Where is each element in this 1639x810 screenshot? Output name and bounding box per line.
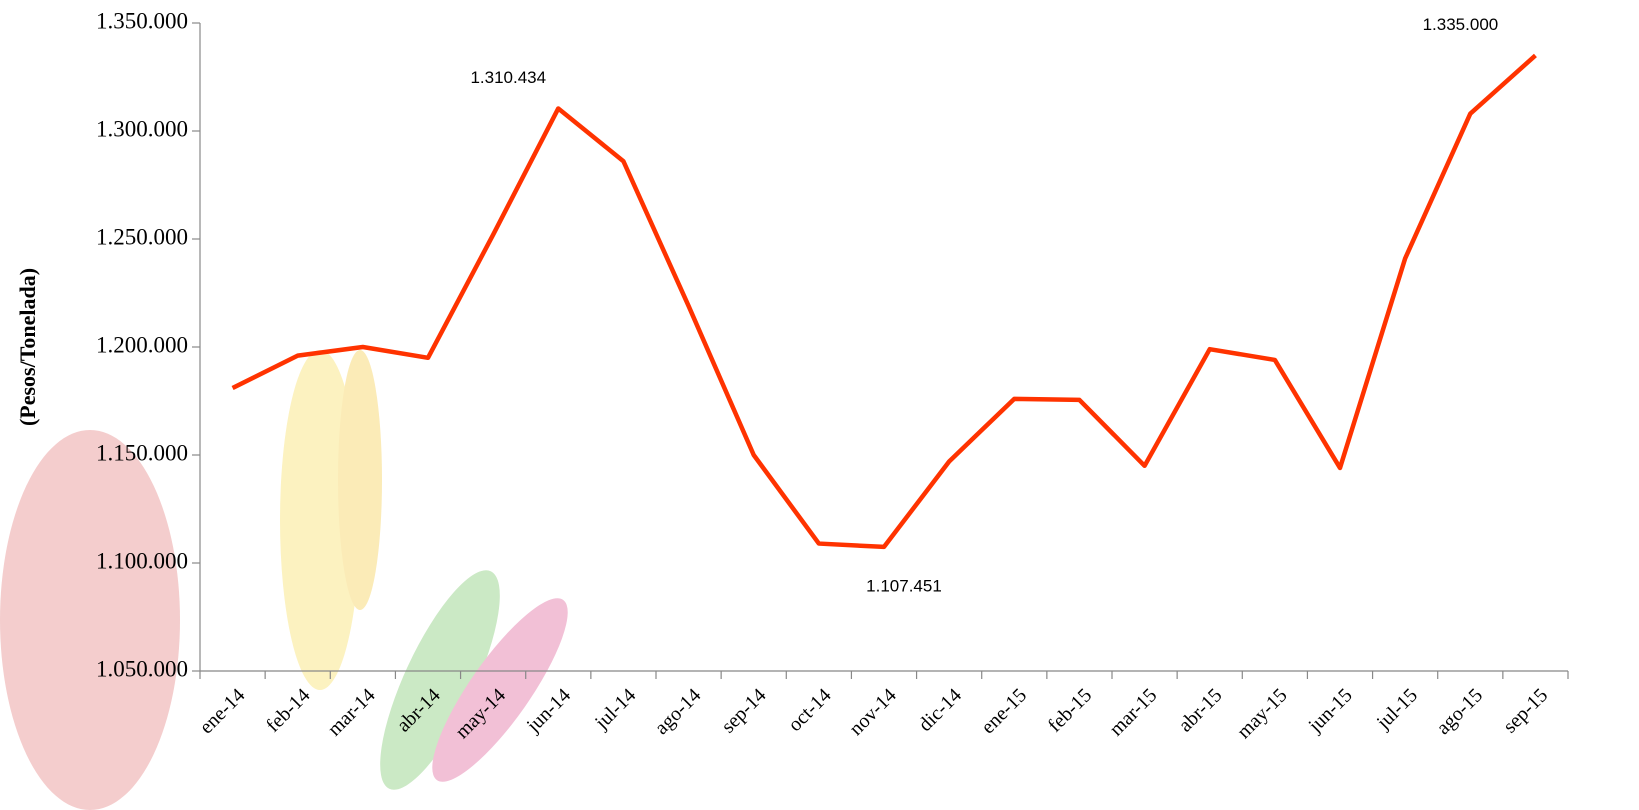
y-tick-label: 1.300.000 — [96, 116, 188, 141]
x-tick-label: dic-14 — [914, 684, 966, 736]
x-tick-label: nov-14 — [845, 684, 901, 740]
y-axis-label: (Pesos/Tonelada) — [15, 268, 40, 426]
x-tick-label: sep-15 — [1499, 684, 1552, 737]
x-tick-label: ago-14 — [651, 684, 706, 739]
x-tick-label: abr-15 — [1174, 684, 1226, 736]
y-tick-label: 1.100.000 — [96, 548, 188, 573]
x-tick-label: feb-15 — [1044, 684, 1096, 736]
x-tick-label: jul-14 — [590, 684, 640, 734]
x-tick-label: ene-14 — [195, 684, 249, 738]
background-decoration — [0, 350, 568, 810]
x-tick-label: feb-14 — [262, 684, 314, 736]
y-tick-label: 1.250.000 — [96, 224, 188, 249]
data-label: 1.310.434 — [470, 68, 546, 87]
x-tick-label: ago-15 — [1432, 684, 1487, 739]
x-tick-label: jun-15 — [1304, 684, 1357, 737]
x-tick-label: oct-14 — [784, 684, 836, 736]
x-tick-label: ene-15 — [977, 684, 1031, 738]
x-tick-label: jul-15 — [1372, 684, 1422, 734]
data-label: 1.335.000 — [1423, 15, 1499, 34]
x-tick-label: may-15 — [1233, 684, 1292, 743]
y-tick-label: 1.200.000 — [96, 332, 188, 357]
x-tick-label: mar-15 — [1105, 684, 1161, 740]
x-tick-label: mar-14 — [324, 684, 380, 740]
y-tick-label: 1.350.000 — [96, 8, 188, 33]
y-tick-label: 1.150.000 — [96, 440, 188, 465]
x-tick-label: sep-14 — [717, 684, 770, 737]
data-label: 1.107.451 — [866, 576, 942, 595]
y-tick-label: 1.050.000 — [96, 656, 188, 681]
line-series — [231, 53, 1537, 550]
